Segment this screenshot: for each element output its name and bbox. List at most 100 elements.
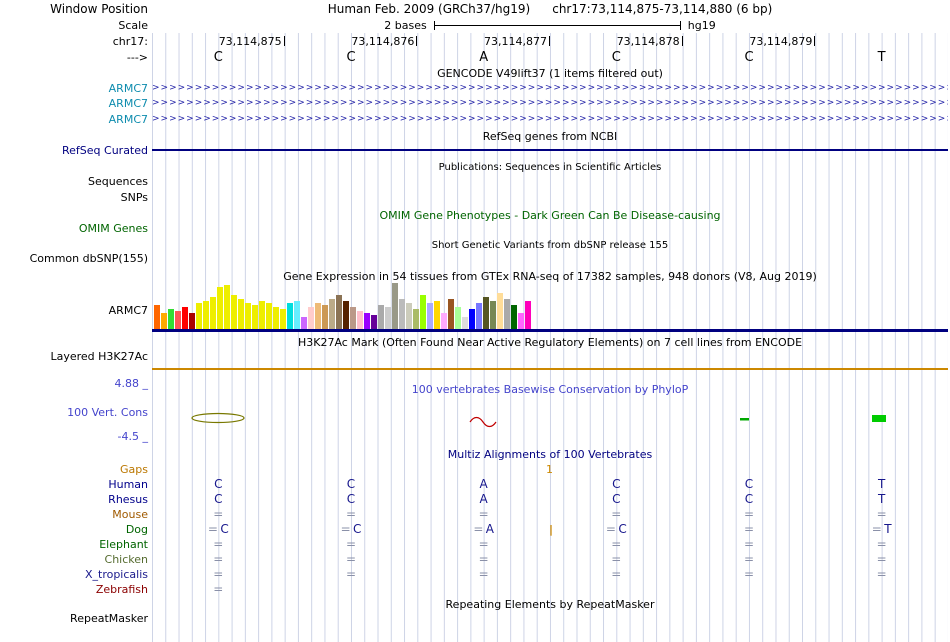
alignment-cell: = — [743, 552, 755, 566]
gene-label-armc7[interactable]: ARMC7 — [108, 97, 148, 110]
multiz-track-title[interactable]: Multiz Alignments of 100 Vertebrates — [447, 448, 653, 461]
transcript-direction-arrows: >>>>>>>>>>>>>>>>>>>>>>>>>>>>>>>>>>>>>>>>… — [152, 114, 948, 124]
positive-conservation-dash — [740, 418, 749, 421]
gtex-tissue-bar — [189, 313, 195, 329]
phylop-wiggle[interactable] — [152, 408, 948, 434]
gtex-tissue-bar — [231, 295, 237, 329]
gtex-tissue-bar — [518, 313, 524, 329]
gtex-tissue-bar — [406, 303, 412, 329]
gtex-title-row: Gene Expression in 54 tissues from GTEx … — [0, 269, 950, 284]
species-label[interactable]: Mouse — [112, 508, 148, 521]
gtex-tissue-bar — [504, 299, 510, 329]
alignment-cell: T — [877, 492, 886, 506]
gtex-tissue-bar — [182, 307, 188, 329]
repeatmasker-label[interactable]: RepeatMasker — [70, 612, 148, 625]
gtex-tissue-bar — [175, 311, 181, 329]
species-label[interactable]: Rhesus — [108, 493, 148, 506]
gtex-tissue-bar — [511, 305, 517, 329]
omim-track-title[interactable]: OMIM Gene Phenotypes - Dark Green Can Be… — [379, 209, 721, 222]
phylop-max-row: 4.88 _ — [0, 376, 950, 391]
gencode-gene-row[interactable]: ARMC7 >>>>>>>>>>>>>>>>>>>>>>>>>>>>>>>>>>>… — [0, 96, 950, 111]
reference-base: T — [877, 50, 886, 65]
h3k27ac-track-title[interactable]: H3K27Ac Mark (Often Found Near Active Re… — [297, 336, 803, 349]
alignment-cell: = — [876, 567, 887, 581]
gtex-tissue-bar — [357, 311, 363, 329]
multiz-species-row[interactable]: Zebrafish = — [0, 582, 950, 597]
alignment-cell: C — [744, 492, 754, 506]
gtex-gene-label[interactable]: ARMC7 — [108, 304, 148, 317]
coordinate-tick — [814, 36, 816, 46]
species-label[interactable]: X_tropicalis — [84, 568, 148, 581]
phylop-min-row: -4.5 _ — [0, 429, 950, 444]
alignment-cell: C — [612, 477, 621, 491]
alignment-cell: = — [611, 567, 622, 581]
publications-track-title[interactable]: Publications: Sequences in Scientific Ar… — [438, 162, 662, 173]
phylop-title-row: 100 vertebrates Basewise Conservation by… — [0, 382, 950, 397]
gene-label-armc7[interactable]: ARMC7 — [108, 113, 148, 126]
gtex-tissue-bar — [287, 303, 293, 329]
gene-transcript-content: >>>>>>>>>>>>>>>>>>>>>>>>>>>>>>>>>>>>>>>>… — [152, 81, 948, 96]
species-label[interactable]: Chicken — [104, 553, 148, 566]
gtex-tissue-bar — [434, 301, 440, 329]
sequences-label[interactable]: Sequences — [88, 175, 148, 188]
gtex-tissue-bar — [399, 299, 405, 329]
dbsnp-label[interactable]: Common dbSNP(155) — [29, 252, 148, 265]
multiz-species-row[interactable]: Human C C A C C T — [0, 477, 950, 492]
gtex-chart-row[interactable]: ARMC7 — [0, 283, 950, 329]
multiz-species-row[interactable]: Chicken = = = = = = — [0, 552, 950, 567]
refseq-curated-row[interactable]: RefSeq Curated — [0, 143, 950, 158]
gencode-track-title[interactable]: GENCODE V49lift37 (1 items filtered out) — [437, 67, 663, 80]
repeatmasker-track-title[interactable]: Repeating Elements by RepeatMasker — [445, 598, 655, 611]
refseq-track-title[interactable]: RefSeq genes from NCBI — [482, 130, 618, 143]
coordinate-tick — [283, 36, 285, 46]
transcript-direction-arrows: >>>>>>>>>>>>>>>>>>>>>>>>>>>>>>>>>>>>>>>>… — [152, 98, 948, 108]
repeatmasker-title-row: Repeating Elements by RepeatMasker — [0, 597, 950, 612]
species-alignment-content: = C = C = A = C = = T | — [152, 522, 948, 537]
gaps-label[interactable]: Gaps — [120, 463, 148, 476]
gtex-track-title[interactable]: Gene Expression in 54 tissues from GTEx … — [283, 270, 817, 283]
species-label[interactable]: Human — [108, 478, 148, 491]
alignment-cell: C — [214, 477, 223, 491]
gtex-expression-bars — [154, 283, 531, 329]
species-label[interactable]: Dog — [125, 523, 148, 536]
genome-position[interactable]: chr17:73,114,875-73,114,880 (6 bp) — [552, 2, 773, 16]
gtex-tissue-bar — [469, 309, 475, 329]
gtex-tissue-bar — [294, 301, 300, 329]
snps-label[interactable]: SNPs — [120, 191, 148, 204]
gtex-tissue-bar — [427, 303, 433, 329]
gencode-gene-row[interactable]: ARMC7 >>>>>>>>>>>>>>>>>>>>>>>>>>>>>>>>>>>… — [0, 81, 950, 96]
phylop-track-title[interactable]: 100 vertebrates Basewise Conservation by… — [411, 383, 689, 396]
species-label[interactable]: Elephant — [99, 538, 148, 551]
reference-base: C — [213, 50, 223, 65]
conservation-ellipse-mark — [191, 412, 245, 424]
gtex-tissue-bar — [245, 303, 251, 329]
gtex-tissue-bar — [462, 317, 468, 329]
alignment-cell: A — [479, 492, 488, 506]
multiz-species-row[interactable]: Elephant = = = = = = — [0, 537, 950, 552]
multiz-species-row[interactable]: Mouse = = = = = = — [0, 507, 950, 522]
gtex-tissue-bar — [329, 299, 335, 329]
gtex-tissue-bar — [161, 313, 167, 329]
h3k27ac-label[interactable]: Layered H3K27Ac — [50, 350, 148, 363]
multiz-species-row[interactable]: X_tropicalis = = = = = = — [0, 567, 950, 582]
gencode-gene-row[interactable]: ARMC7 >>>>>>>>>>>>>>>>>>>>>>>>>>>>>>>>>>>… — [0, 112, 950, 127]
gtex-chart-area[interactable] — [152, 283, 948, 329]
refseq-curated-label[interactable]: RefSeq Curated — [62, 144, 148, 157]
species-label[interactable]: Zebrafish — [95, 583, 148, 596]
negative-conservation-mark — [469, 416, 497, 428]
dbsnp-title-row: Short Genetic Variants from dbSNP releas… — [0, 238, 950, 253]
h3k27ac-signal-line[interactable] — [152, 368, 948, 370]
alignment-cell: = C — [340, 522, 362, 536]
gene-label-armc7[interactable]: ARMC7 — [108, 82, 148, 95]
coordinate-value: 73,114,877 — [484, 35, 547, 48]
gtex-tissue-bar — [259, 301, 265, 329]
refseq-curated-item[interactable] — [152, 149, 948, 151]
phylop-track-label[interactable]: 100 Vert. Cons — [67, 406, 148, 419]
base-position-gridlines — [152, 33, 948, 642]
multiz-species-row[interactable]: Dog = C = C = A = C = = T | — [0, 522, 950, 537]
omim-genes-label[interactable]: OMIM Genes — [78, 222, 148, 235]
reference-base: A — [479, 50, 489, 65]
gtex-tissue-bar — [196, 303, 202, 329]
dbsnp-track-title[interactable]: Short Genetic Variants from dbSNP releas… — [431, 240, 669, 251]
multiz-species-row[interactable]: Rhesus C C A C C T — [0, 492, 950, 507]
